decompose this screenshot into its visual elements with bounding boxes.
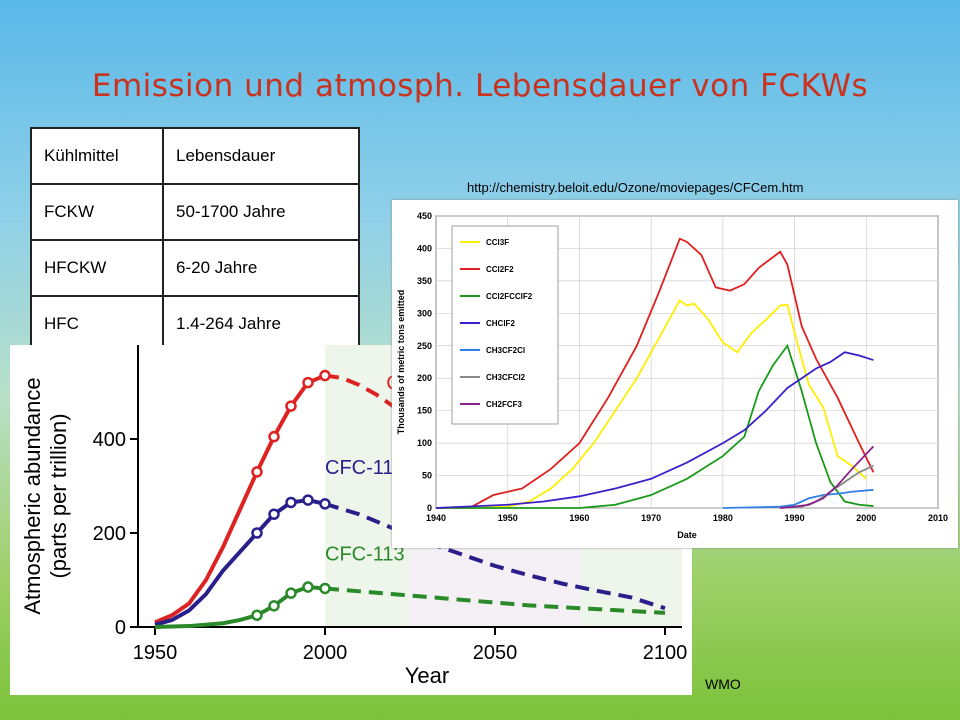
projection-line: [324, 501, 666, 611]
x-tick-label: 2000: [303, 642, 348, 664]
table-row: FCKW 50-1700 Jahre: [30, 183, 360, 241]
table-cell: 1.4-264 Jahre: [162, 295, 360, 353]
data-point: [319, 498, 331, 510]
table-row: HFCKW 6-20 Jahre: [30, 239, 360, 297]
x-tick-label: 1960: [569, 513, 589, 523]
x-tick-label: 2010: [928, 513, 948, 523]
series-line: [435, 237, 875, 509]
y-axis-label-line: Atmospheric abundance: [20, 377, 45, 614]
data-point: [251, 609, 263, 621]
table-cell: HFCKW: [30, 239, 164, 297]
data-point: [319, 369, 331, 382]
x-tick-label: 2100: [643, 642, 688, 664]
legend-label: CCl3F: [486, 238, 509, 247]
x-tick-label: 1980: [713, 513, 733, 523]
data-point: [268, 600, 280, 612]
table-header-row: Kühlmittel Lebensdauer: [30, 127, 360, 185]
y-axis-label-line: (parts per trillion): [46, 413, 71, 578]
y-tick-label: 200: [93, 523, 126, 545]
data-point: [302, 581, 314, 593]
table-cell: 6-20 Jahre: [162, 239, 360, 297]
y-tick-label: 350: [417, 276, 432, 286]
y-tick-label: 450: [417, 211, 432, 221]
table-cell: 50-1700 Jahre: [162, 183, 360, 241]
data-point: [251, 527, 263, 539]
series-line: [435, 351, 874, 509]
legend-label: CH3CF2Cl: [486, 346, 525, 355]
x-tick-label: 1950: [498, 513, 518, 523]
data-point: [268, 508, 280, 520]
y-tick-label: 100: [417, 438, 432, 448]
lifetime-table: Kühlmittel Lebensdauer FCKW 50-1700 Jahr…: [30, 127, 360, 353]
emissions-chart: 0 50 100 150 200 250 300 350 400 450 1940 1950 1960 1…: [392, 200, 958, 548]
x-axis-label: Date: [677, 530, 697, 540]
y-tick-label: 0: [427, 503, 432, 513]
slide-title: Emission und atmosph. Lebensdauer von FC…: [91, 68, 869, 104]
data-point: [302, 494, 314, 506]
y-tick-label: 200: [417, 373, 432, 383]
data-point: [251, 466, 263, 478]
data-point: [302, 376, 314, 389]
y-tick-label: 150: [417, 406, 432, 416]
y-tick-label: 300: [417, 308, 432, 318]
y-tick-label: 50: [422, 471, 432, 481]
x-tick-label: 2000: [856, 513, 876, 523]
y-tick-label: 0: [115, 617, 126, 639]
x-tick-label: 1950: [133, 642, 178, 664]
x-tick-label: 1940: [426, 513, 446, 523]
projection-line: [324, 586, 666, 615]
table-header-cell: Kühlmittel: [30, 127, 164, 185]
series-line: [154, 373, 326, 625]
emissions-chart-svg: 0 50 100 150 200 250 300 350 400 450 1940 1950 1960 1…: [396, 211, 948, 540]
data-point: [285, 587, 297, 599]
series-label: CFC-113: [325, 543, 405, 565]
table-cell: FCKW: [30, 183, 164, 241]
legend-label: CHClF2: [486, 319, 515, 328]
y-tick-label: 400: [93, 429, 126, 451]
y-tick-label: 400: [417, 243, 432, 253]
legend-box: [451, 225, 559, 425]
series-label: CFC-11: [325, 457, 394, 479]
table-header-cell: Lebensdauer: [162, 127, 360, 185]
table-row: HFC 1.4-264 Jahre: [30, 295, 360, 353]
legend: CCl3F CCl2F2 CCl2FCClF2 CHClF2 CH3CF2Cl CH3CF…: [451, 225, 559, 425]
series-line: [780, 445, 875, 509]
series-line: [154, 498, 326, 627]
credit-label: WMO: [705, 676, 741, 692]
data-point: [268, 430, 280, 443]
series-line: [436, 343, 874, 509]
y-tick-label: 250: [417, 341, 432, 351]
table-cell: HFC: [30, 295, 164, 353]
legend-label: CH3CFCl2: [486, 373, 526, 382]
x-axis-label: Year: [405, 663, 449, 688]
series-line: [722, 488, 874, 509]
legend-label: CCl2FCClF2: [486, 292, 533, 301]
source-url[interactable]: http://chemistry.beloit.edu/Ozone/moviep…: [467, 180, 804, 195]
y-axis-label: Atmospheric abundance(parts per trillion…: [20, 377, 71, 614]
legend-label: CH2FCF3: [486, 400, 523, 409]
x-tick-label: 1970: [641, 513, 661, 523]
x-tick-label: 2050: [473, 642, 518, 664]
data-point: [319, 582, 331, 595]
legend-label: CCl2F2: [486, 265, 514, 274]
x-tick-label: 1990: [785, 513, 805, 523]
data-point: [285, 496, 297, 509]
data-point: [285, 400, 297, 412]
y-axis-label: Thousands of metric tons emitted: [396, 290, 406, 435]
